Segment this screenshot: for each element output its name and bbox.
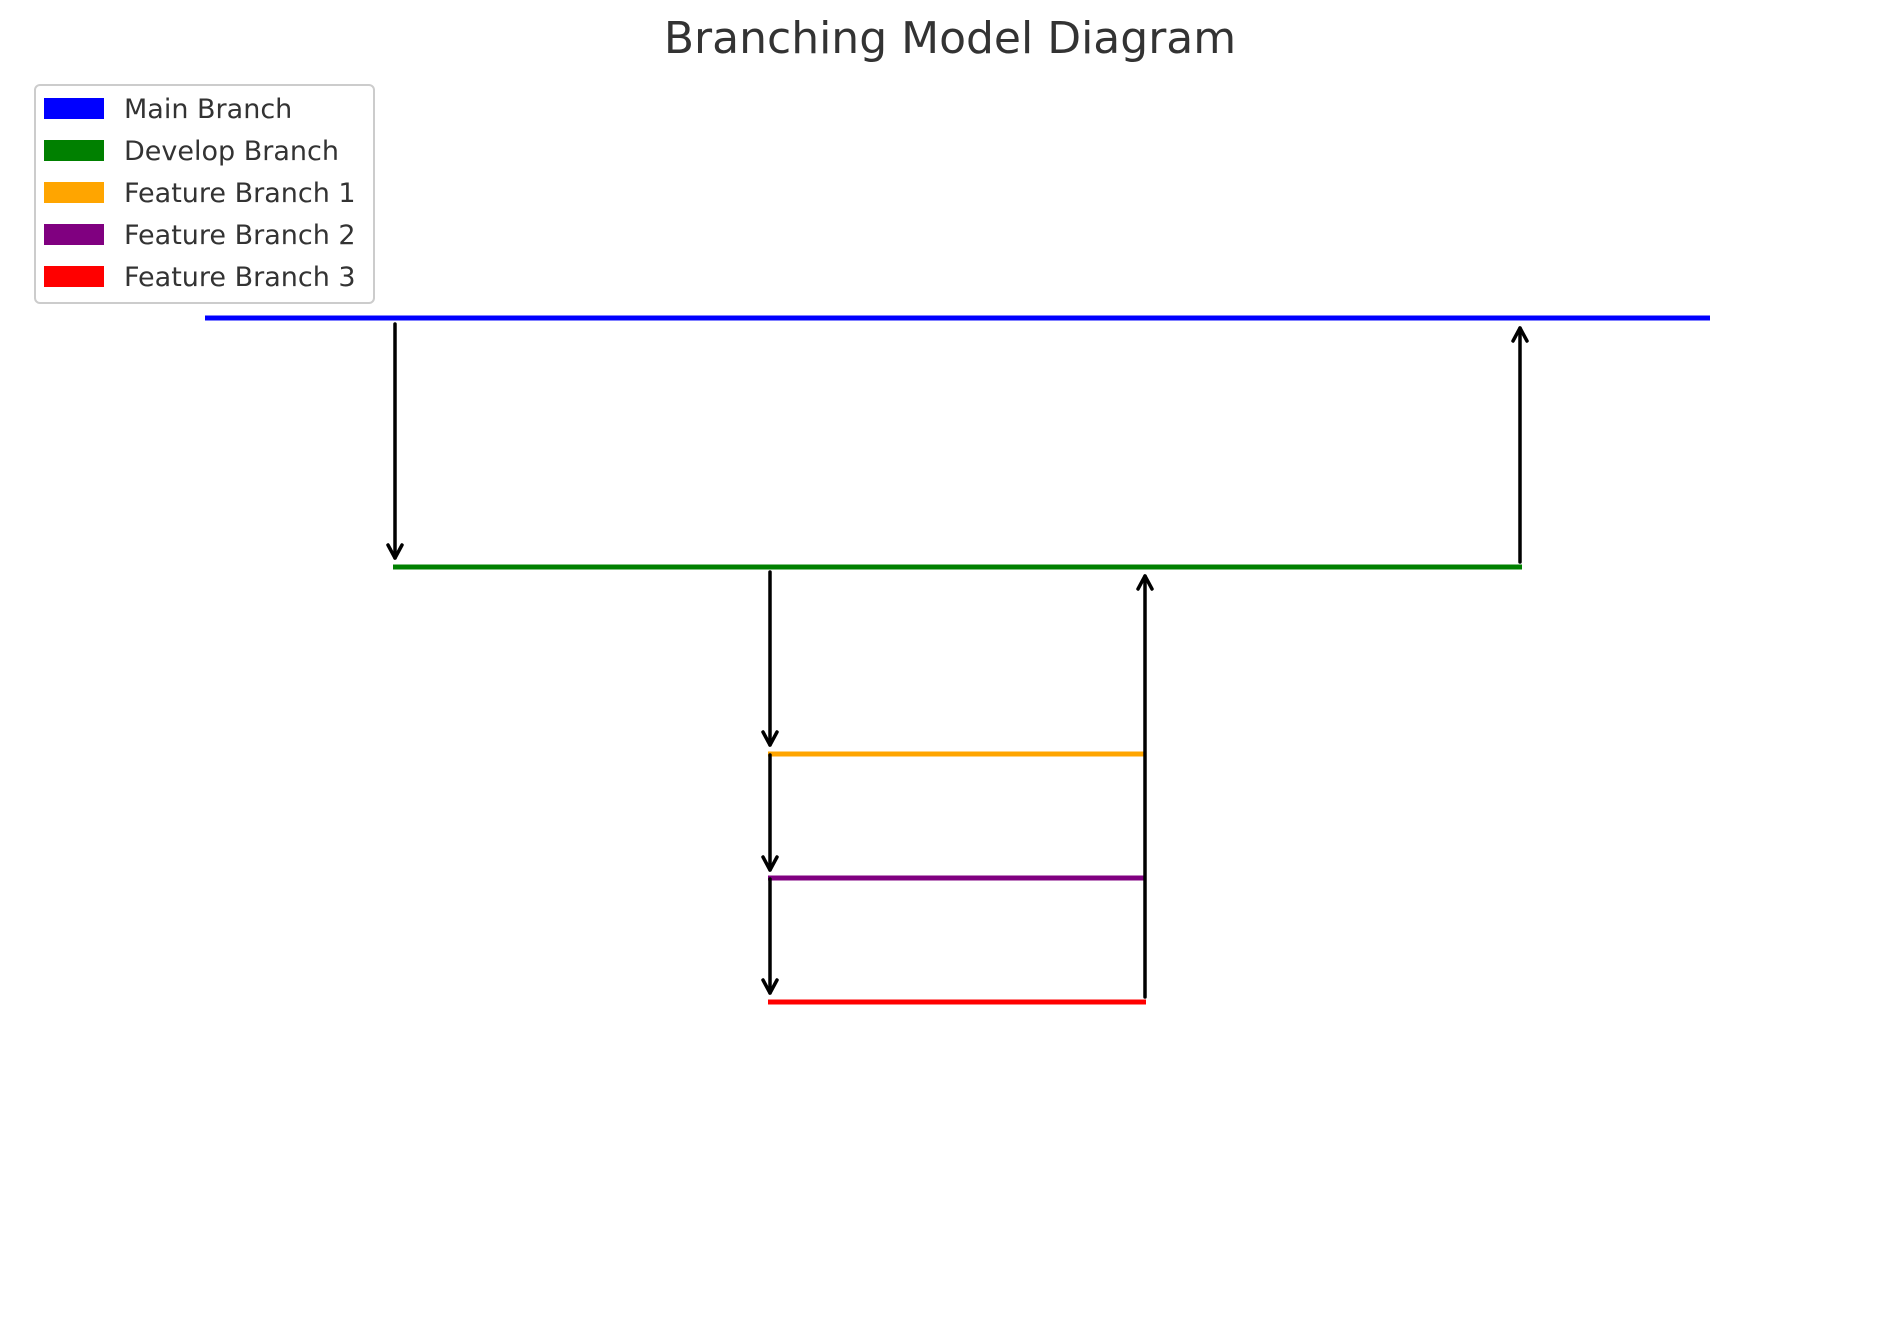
arrow-develop-to-feature3 xyxy=(761,877,779,995)
arrow-develop-to-feature2 xyxy=(761,753,779,872)
arrow-head xyxy=(386,543,404,560)
arrow-head xyxy=(761,730,779,747)
arrow-head xyxy=(1511,326,1529,343)
legend-label-main: Main Branch xyxy=(124,94,292,125)
legend-swatch-main xyxy=(44,98,104,119)
arrow-develop-to-main xyxy=(1511,326,1529,564)
diagram-title: Branching Model Diagram xyxy=(664,13,1236,64)
arrow-head xyxy=(761,978,779,995)
arrow-feature3-to-develop xyxy=(1136,574,1154,999)
arrow-develop-to-feature1 xyxy=(761,570,779,747)
legend: Main Branch Develop Branch Feature Branc… xyxy=(34,84,375,304)
legend-swatch-feature2 xyxy=(44,224,104,245)
legend-label-feature2: Feature Branch 2 xyxy=(124,220,356,251)
legend-label-feature1: Feature Branch 1 xyxy=(124,178,356,209)
legend-swatch-feature1 xyxy=(44,182,104,203)
legend-frame xyxy=(34,84,375,304)
arrow-head xyxy=(761,855,779,872)
branch-lines xyxy=(205,315,1710,1005)
legend-label-feature3: Feature Branch 3 xyxy=(124,262,356,293)
legend-swatch-feature3 xyxy=(44,266,104,287)
arrow-head xyxy=(1136,574,1154,591)
legend-swatch-develop xyxy=(44,140,104,161)
arrow-main-to-develop xyxy=(386,322,404,560)
connection-arrows xyxy=(386,322,1529,999)
legend-label-develop: Develop Branch xyxy=(124,136,339,167)
